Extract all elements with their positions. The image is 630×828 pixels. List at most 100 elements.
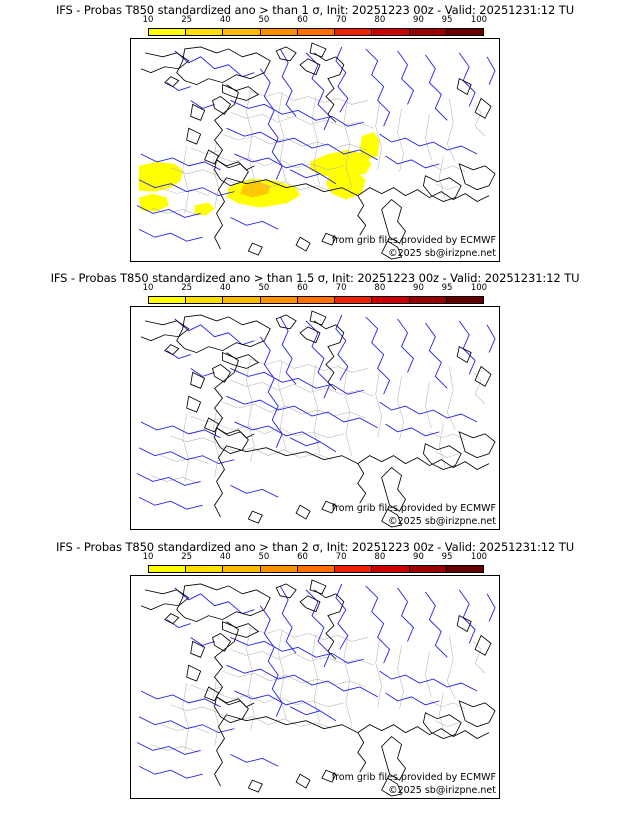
colorbar: 10 25 40 50 60 70 80 90 95 100: [143, 283, 488, 304]
coastline-layer: [140, 310, 496, 528]
colorbar: 10 25 40 50 60 70 80 90 95 100: [143, 15, 488, 36]
map-canvas: from grib files provided by ECMWF ©2025 …: [130, 38, 500, 262]
colorbar-segment: [297, 29, 336, 35]
colorbar-tick: 10: [142, 552, 154, 562]
colorbar-tick: 80: [374, 552, 386, 562]
coastline-layer: [140, 42, 496, 260]
map-credit-source: from grib files provided by ECMWF: [331, 235, 496, 246]
map-canvas: from grib files provided by ECMWF ©2025 …: [130, 575, 500, 799]
map-canvas: from grib files provided by ECMWF ©2025 …: [130, 306, 500, 530]
anomaly-pyrenees-core: [240, 181, 271, 198]
map-credit-copyright: ©2025 sb@irizpne.net: [388, 516, 496, 527]
colorbar-segment: [186, 29, 224, 35]
colorbar-segment: [149, 566, 187, 572]
map-svg: [136, 42, 496, 260]
colorbar-tick: 90: [413, 552, 424, 562]
colorbar-segment: [409, 297, 447, 303]
colorbar-segment: [335, 297, 373, 303]
panel-1-sigma: IFS - Probas T850 standardized ano > tha…: [0, 0, 630, 262]
colorbar-tick: 25: [181, 552, 193, 562]
map-credit-source: from grib files provided by ECMWF: [331, 772, 496, 783]
colorbar-segment: [372, 566, 410, 572]
colorbar-tick: 95: [441, 283, 453, 293]
colorbar-tick: 70: [335, 552, 347, 562]
colorbar-tick: 95: [441, 15, 453, 25]
panel-1p5-sigma: IFS - Probas T850 standardized ano > tha…: [0, 268, 630, 530]
colorbar-ticks: 10 25 40 50 60 70 80 90 95 100: [143, 552, 488, 565]
colorbar-ticks: 10 25 40 50 60 70 80 90 95 100: [143, 15, 488, 28]
colorbar-segment: [223, 566, 261, 572]
colorbar-segment: [409, 29, 447, 35]
colorbar-segment: [297, 566, 336, 572]
colorbar-tick: 40: [219, 283, 231, 293]
colorbar-tick: 25: [181, 15, 193, 25]
colorbar-segment: [409, 566, 447, 572]
colorbar-segment: [372, 297, 410, 303]
colorbar-tick: 40: [219, 15, 231, 25]
map-credit-source: from grib files provided by ECMWF: [331, 503, 496, 514]
anomaly-provence-sea: [325, 171, 366, 200]
rivers-layer: [136, 583, 496, 779]
colorbar-tick: 90: [413, 15, 424, 25]
colorbar-segment: [223, 29, 261, 35]
colorbar-segment: [149, 297, 187, 303]
anomaly-northern-spain: [138, 161, 183, 192]
colorbar-tick: 100: [470, 15, 488, 25]
colorbar-segment: [446, 29, 483, 35]
coastline-layer: [140, 579, 496, 797]
colorbar-segment: [186, 566, 224, 572]
colorbar-tick: 50: [258, 283, 270, 293]
colorbar-segment: [446, 566, 483, 572]
colorbar-segment: [260, 297, 298, 303]
colorbar-segment: [297, 297, 336, 303]
colorbar-segment: [446, 297, 483, 303]
map-svg: [136, 310, 496, 528]
colorbar-segment: [186, 297, 224, 303]
rivers-layer: [136, 46, 496, 242]
panel-2-sigma: IFS - Probas T850 standardized ano > tha…: [0, 537, 630, 799]
panel-title: IFS - Probas T850 standardized ano > tha…: [50, 271, 580, 285]
panel-title: IFS - Probas T850 standardized ano > tha…: [55, 540, 575, 554]
admin-boundaries-layer: [150, 90, 486, 216]
panel-spacer: [0, 530, 630, 537]
colorbar-ticks: 10 25 40 50 60 70 80 90 95 100: [143, 283, 488, 296]
colorbar-tick: 40: [219, 552, 231, 562]
colorbar-tick: 100: [470, 283, 488, 293]
colorbar-gradient: [148, 565, 484, 573]
colorbar-tick: 70: [335, 283, 347, 293]
colorbar-segment: [335, 29, 373, 35]
map-svg: [136, 579, 496, 797]
anomaly-languedoc: [310, 150, 372, 178]
colorbar-tick: 25: [181, 283, 193, 293]
colorbar-tick: 90: [413, 283, 424, 293]
colorbar-gradient: [148, 28, 484, 36]
colorbar-tick: 60: [297, 283, 308, 293]
colorbar-segment: [149, 29, 187, 35]
colorbar-tick: 100: [470, 552, 488, 562]
admin-boundaries-layer: [150, 358, 486, 484]
admin-boundaries-layer: [150, 627, 486, 753]
colorbar-segment: [223, 297, 261, 303]
colorbar-tick: 10: [142, 15, 154, 25]
colorbar-tick: 70: [335, 15, 347, 25]
colorbar-tick: 95: [441, 552, 453, 562]
colorbar-tick: 80: [374, 283, 386, 293]
colorbar-segment: [260, 29, 298, 35]
colorbar-segment: [372, 29, 410, 35]
colorbar-tick: 60: [297, 15, 308, 25]
colorbar-tick: 80: [374, 15, 386, 25]
anomaly-layer: [138, 132, 380, 216]
colorbar-tick: 50: [258, 15, 270, 25]
colorbar-gradient: [148, 296, 484, 304]
colorbar-tick: 10: [142, 283, 154, 293]
rivers-layer: [136, 314, 496, 510]
map-credit-copyright: ©2025 sb@irizpne.net: [388, 248, 496, 259]
colorbar-segment: [260, 566, 298, 572]
anomaly-spain-west: [138, 193, 169, 212]
anomaly-spain-patch: [194, 202, 215, 216]
colorbar-tick: 50: [258, 552, 270, 562]
colorbar-tick: 60: [297, 552, 308, 562]
panel-title: IFS - Probas T850 standardized ano > tha…: [55, 3, 575, 17]
colorbar: 10 25 40 50 60 70 80 90 95 100: [143, 552, 488, 573]
